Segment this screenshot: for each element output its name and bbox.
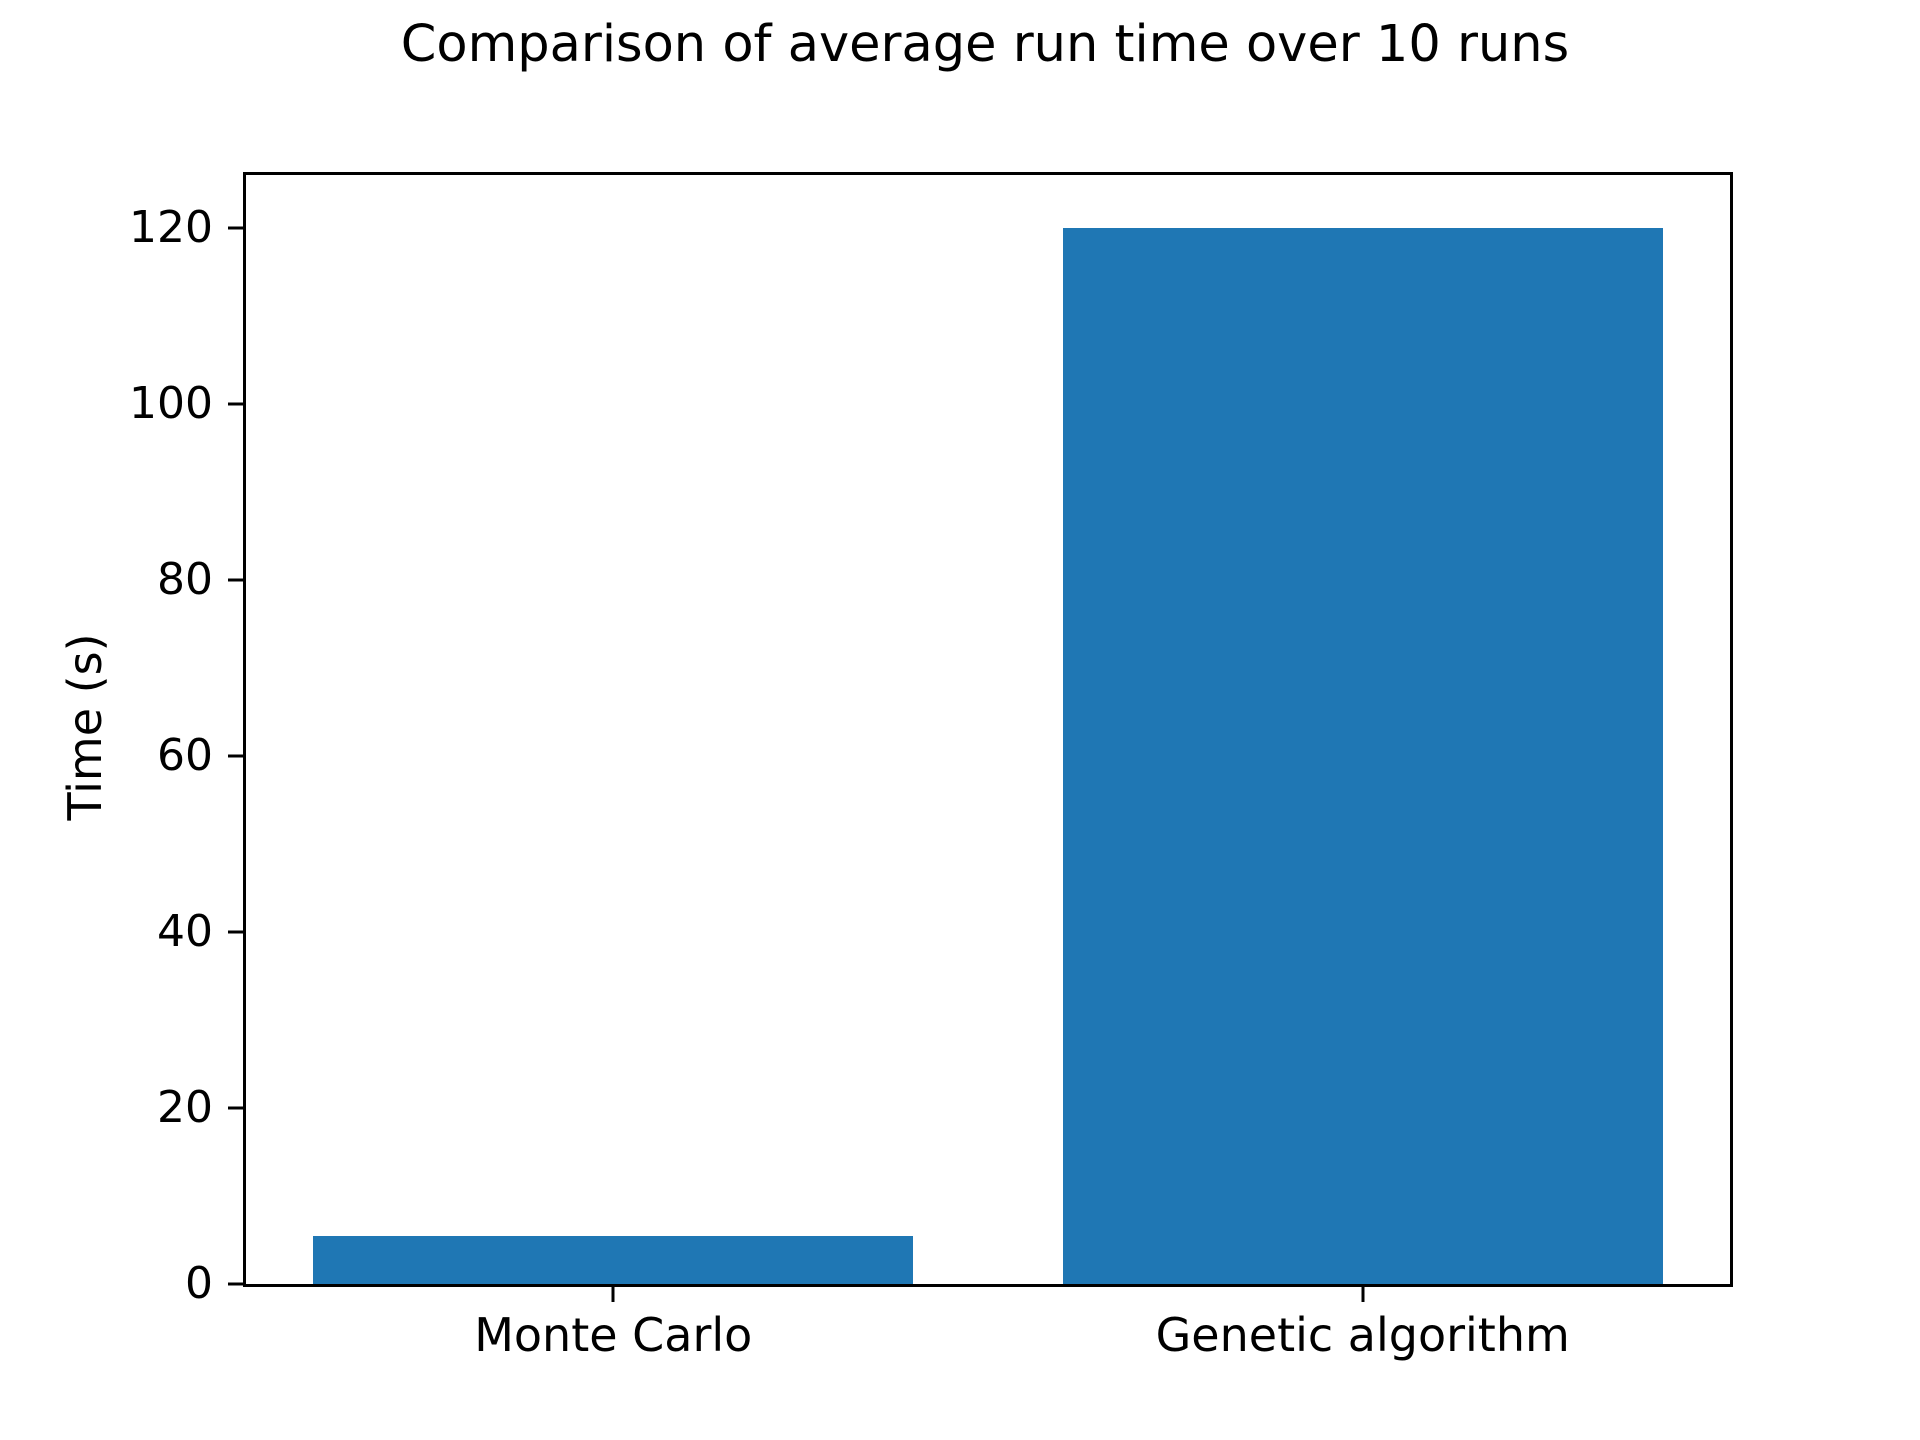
y-tick-mark [228,754,243,758]
y-tick-mark [228,1282,243,1286]
x-tick-label: Monte Carlo [474,1308,753,1362]
chart-title: Comparison of average run time over 10 r… [400,15,1570,74]
y-axis-label: Time (s) [58,633,112,821]
y-tick-mark [228,1106,243,1110]
bar-genetic-algorithm [1062,227,1663,1284]
y-tick-label: 80 [157,553,213,605]
bar-monte-carlo [313,1236,914,1284]
x-tick-mark [611,1287,615,1302]
y-tick-mark [228,930,243,934]
x-tick-label: Genetic algorithm [1155,1308,1570,1362]
y-tick-label: 100 [129,377,213,429]
y-tick-label: 60 [157,729,213,781]
y-tick-label: 40 [157,905,213,957]
y-tick-label: 120 [129,201,213,253]
plot-area: 0 20 40 60 80 100 120 Monte Carlo Genetic algori… [129,172,1733,1360]
y-tick-mark [228,226,243,230]
y-tick-mark [228,402,243,406]
y-tick-label: 0 [185,1258,213,1309]
x-tick-mark [1361,1287,1365,1302]
y-tick-label: 20 [157,1081,213,1133]
y-tick-mark [228,578,243,582]
